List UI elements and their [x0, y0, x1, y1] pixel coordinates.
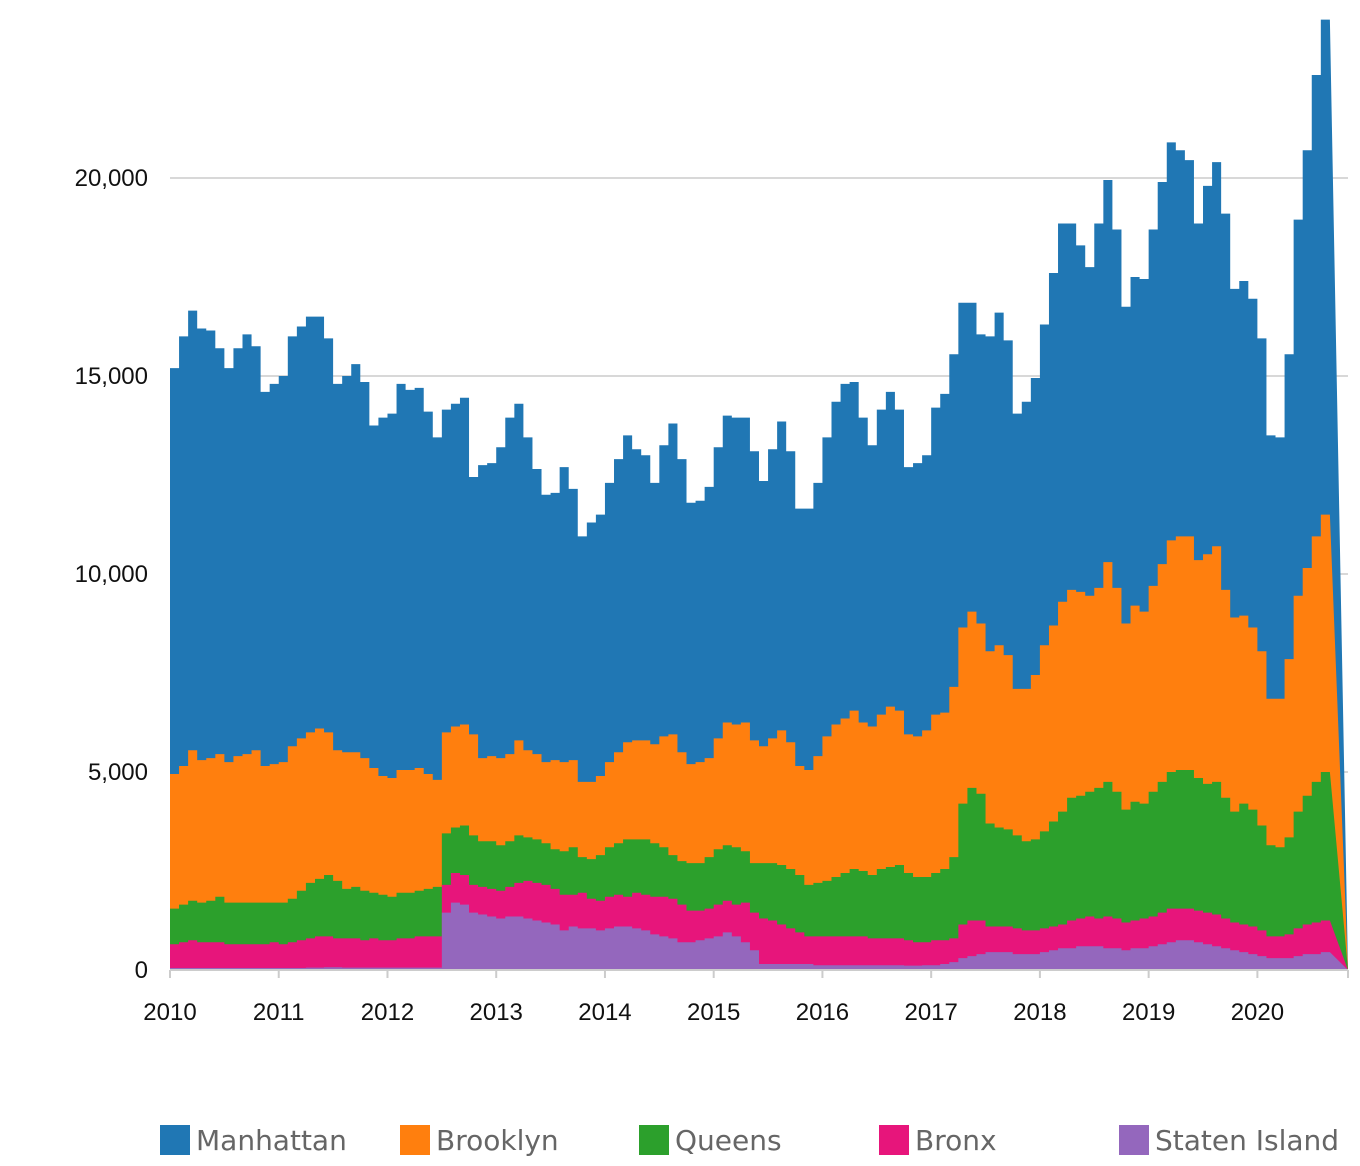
- legend-label-manhattan: Manhattan: [196, 1123, 347, 1157]
- x-tick-label: 2020: [1231, 999, 1284, 1026]
- x-tick-label: 2014: [578, 999, 631, 1026]
- y-tick-label: 20,000: [75, 165, 148, 192]
- y-tick-label: 15,000: [75, 363, 148, 390]
- x-tick-label: 2013: [470, 999, 523, 1026]
- legend-label-brooklyn: Brooklyn: [436, 1123, 559, 1157]
- legend-label-bronx: Bronx: [915, 1123, 997, 1157]
- x-tick-label: 2010: [143, 999, 196, 1026]
- legend: Manhattan Brooklyn Queens Bronx Staten I…: [0, 1118, 1360, 1162]
- x-tick-label: 2019: [1122, 999, 1175, 1026]
- legend-swatch-manhattan: [160, 1125, 190, 1155]
- stacked-area-chart: 0 5,000 10,000 15,000 20,000 2010 2011 2012 2013…: [75, 19, 1349, 1026]
- axes: 0 5,000 10,000 15,000 20,000 2010 2011 2012 2013…: [75, 165, 1349, 1026]
- legend-label-staten-island: Staten Island: [1155, 1123, 1340, 1157]
- x-tick-label: 2012: [361, 999, 414, 1026]
- legend-swatch-queens: [639, 1125, 669, 1155]
- area-staten-island: [170, 902, 1348, 970]
- legend-item-queens[interactable]: Queens: [639, 1118, 782, 1162]
- legend-item-bronx[interactable]: Bronx: [879, 1118, 997, 1162]
- y-tick-label: 10,000: [75, 561, 148, 588]
- legend-item-manhattan[interactable]: Manhattan: [160, 1118, 347, 1162]
- legend-item-brooklyn[interactable]: Brooklyn: [400, 1118, 559, 1162]
- legend-swatch-bronx: [879, 1125, 909, 1155]
- y-tick-label: 0: [135, 957, 148, 984]
- legend-swatch-brooklyn: [400, 1125, 430, 1155]
- y-tick-label: 5,000: [88, 759, 148, 786]
- legend-item-staten-island[interactable]: Staten Island: [1119, 1118, 1339, 1162]
- x-tick-label: 2015: [687, 999, 740, 1026]
- x-tick-label: 2017: [904, 999, 957, 1026]
- x-tick-label: 2011: [253, 999, 305, 1026]
- x-tick-label: 2016: [796, 999, 849, 1026]
- x-tick-label: 2018: [1013, 999, 1066, 1026]
- legend-swatch-staten-island: [1119, 1125, 1149, 1155]
- series-areas: [170, 19, 1348, 971]
- legend-label-queens: Queens: [675, 1123, 782, 1157]
